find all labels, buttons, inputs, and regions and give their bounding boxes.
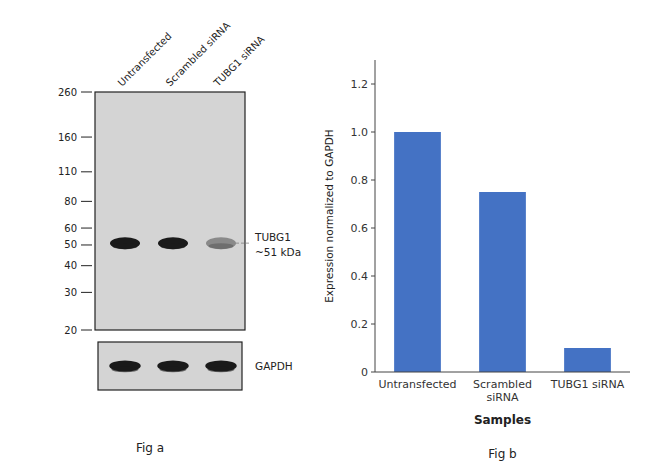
x-tick-label-line: TUBG1 siRNA	[550, 378, 625, 391]
ladder-tick	[81, 137, 92, 138]
y-tick-label: 0.4	[351, 270, 369, 283]
chart-container: 260 160 110 80 60 50 40 30 20 Untransfected Scramb…	[0, 0, 650, 471]
control-band-smear	[160, 367, 187, 373]
y-tick	[371, 84, 375, 85]
y-axis-label: Expression normalized to GAPDH	[323, 129, 335, 303]
ladder-tick	[81, 265, 92, 266]
ladder-tick	[81, 228, 92, 229]
band-annotation: TUBG1	[254, 231, 291, 243]
y-tick-label: 1.0	[351, 126, 369, 139]
page: {"chart_data": [ {"type": "blot", "title…	[0, 0, 650, 471]
y-tick-label: 0.2	[351, 318, 369, 331]
ladder-label: 50	[64, 239, 77, 250]
bar	[564, 348, 611, 372]
blot-panel: 260160110806050403020UntransfectedScramb…	[58, 20, 301, 455]
ladder-label: 160	[58, 132, 77, 143]
y-axis-line	[375, 60, 376, 372]
bar	[479, 192, 526, 372]
ladder-label: 260	[58, 87, 77, 98]
x-axis-line	[375, 372, 630, 373]
x-tick-label: Untransfected	[378, 378, 456, 391]
band-pointer	[236, 243, 251, 244]
x-tick-label-line: Scrambled	[473, 378, 532, 391]
y-tick	[371, 132, 375, 133]
band-smear	[112, 243, 137, 249]
ladder-tick	[81, 201, 92, 202]
y-tick	[371, 372, 375, 373]
control-label: GAPDH	[255, 360, 293, 372]
band	[110, 237, 140, 249]
blot-membrane	[95, 92, 245, 330]
ladder-label: 60	[64, 223, 77, 234]
bar-panel: 0 0.2 0.4 0.6 0.8 1.0 1.2 Untransfected Scramble…	[323, 60, 630, 461]
panel-label: Fig b	[488, 447, 516, 461]
ladder-tick	[81, 92, 92, 93]
control-band	[109, 361, 141, 372]
y-tick-label: 0	[361, 366, 368, 379]
band	[158, 237, 188, 249]
control-band	[205, 361, 237, 372]
x-axis-label: Samples	[474, 413, 531, 427]
y-tick-label: 0.8	[351, 174, 369, 187]
ladder-tick	[81, 292, 92, 293]
ladder-tick	[81, 244, 92, 245]
ladder-label: 40	[64, 260, 77, 271]
x-tick-label: ScrambledsiRNA	[473, 378, 532, 404]
y-tick	[371, 228, 375, 229]
control-band-smear	[112, 367, 139, 373]
panel-label: Fig a	[136, 441, 164, 455]
control-membrane	[98, 342, 242, 390]
lane-label: TUBG1 siRNA	[211, 33, 267, 89]
y-tick-label: 0.6	[351, 222, 369, 235]
x-tick-label-line: Untransfected	[378, 378, 456, 391]
band-smear	[208, 243, 233, 249]
ladder-label: 80	[64, 196, 77, 207]
ladder-tick	[81, 330, 92, 331]
x-tick-label: TUBG1 siRNA	[550, 378, 625, 391]
band-annotation: ~51 kDa	[255, 246, 301, 258]
band-smear	[160, 243, 185, 249]
bars	[394, 132, 611, 372]
y-tick	[371, 324, 375, 325]
ladder-tick	[81, 171, 92, 172]
y-tick-label: 1.2	[351, 78, 369, 91]
figure: 260 160 110 80 60 50 40 30 20 Untransfected Scramb…	[0, 0, 650, 471]
x-tick-label-line: siRNA	[486, 391, 519, 404]
control-band	[157, 361, 189, 372]
y-tick	[371, 180, 375, 181]
control-band-smear	[208, 367, 235, 373]
ladder-label: 20	[64, 325, 77, 336]
y-tick	[371, 276, 375, 277]
band	[206, 237, 236, 249]
bar	[394, 132, 441, 372]
ladder-label: 110	[58, 166, 77, 177]
ladder-label: 30	[64, 287, 77, 298]
